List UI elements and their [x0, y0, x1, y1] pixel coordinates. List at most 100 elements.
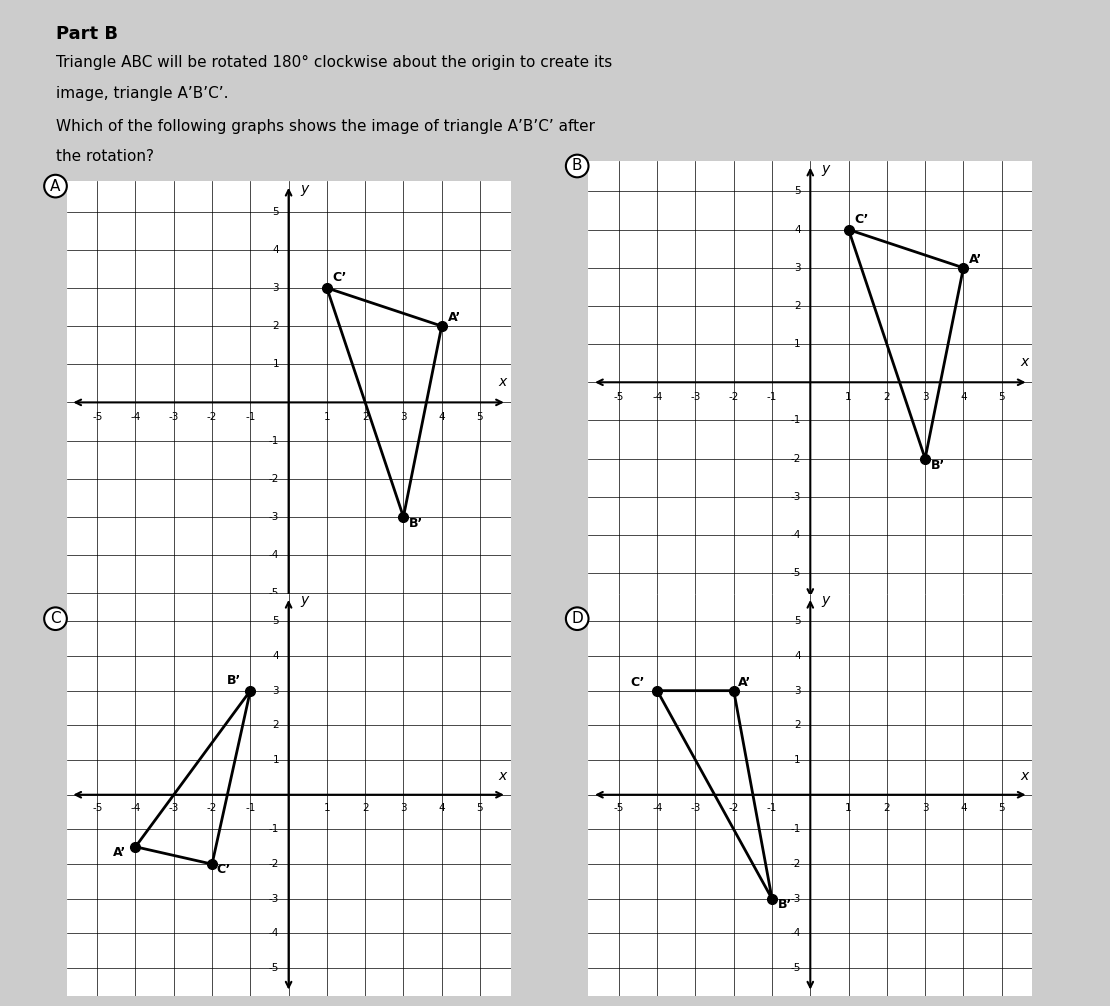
Text: -5: -5	[269, 963, 279, 973]
Text: -1: -1	[269, 436, 279, 446]
Text: 3: 3	[272, 283, 279, 293]
Text: -1: -1	[245, 804, 255, 814]
Text: -4: -4	[652, 391, 663, 401]
Text: 2: 2	[884, 391, 890, 401]
Text: 3: 3	[794, 686, 800, 696]
Text: 1: 1	[845, 391, 851, 401]
Text: 1: 1	[323, 804, 330, 814]
Text: 1: 1	[845, 804, 851, 814]
Text: -2: -2	[728, 391, 739, 401]
Text: -3: -3	[169, 411, 179, 422]
Text: -2: -2	[206, 804, 218, 814]
Text: 5: 5	[794, 617, 800, 627]
Text: 1: 1	[272, 756, 279, 765]
Text: -1: -1	[767, 804, 777, 814]
Text: -3: -3	[269, 893, 279, 903]
Text: Triangle ABC will be rotated 180° clockwise about the origin to create its: Triangle ABC will be rotated 180° clockw…	[56, 55, 612, 70]
Text: -5: -5	[269, 589, 279, 599]
Text: C’: C’	[630, 676, 645, 689]
Text: 4: 4	[960, 804, 967, 814]
Text: A’: A’	[112, 846, 125, 859]
Text: 2: 2	[362, 411, 369, 422]
Text: 5: 5	[476, 411, 483, 422]
Text: -1: -1	[269, 825, 279, 834]
Text: -2: -2	[728, 804, 739, 814]
Text: A’: A’	[447, 311, 461, 324]
Text: 2: 2	[272, 720, 279, 730]
Text: x: x	[1020, 355, 1029, 369]
Text: y: y	[300, 182, 309, 196]
Text: 3: 3	[794, 263, 800, 273]
Text: image, triangle A’B’C’.: image, triangle A’B’C’.	[56, 86, 228, 101]
Text: -4: -4	[790, 929, 800, 939]
Text: -3: -3	[690, 391, 700, 401]
Text: -2: -2	[790, 859, 800, 869]
Text: A: A	[50, 179, 61, 193]
Text: -4: -4	[130, 804, 141, 814]
Text: 5: 5	[794, 186, 800, 196]
Text: 3: 3	[921, 804, 928, 814]
Text: -4: -4	[652, 804, 663, 814]
Text: y: y	[821, 162, 830, 176]
Text: 5: 5	[476, 804, 483, 814]
Text: 1: 1	[272, 359, 279, 369]
Text: -4: -4	[790, 530, 800, 540]
Text: 4: 4	[794, 651, 800, 661]
Text: x: x	[1020, 769, 1029, 783]
Text: -1: -1	[790, 825, 800, 834]
Text: 5: 5	[998, 391, 1005, 401]
Text: 3: 3	[921, 391, 928, 401]
Text: 1: 1	[794, 756, 800, 765]
Text: 2: 2	[884, 804, 890, 814]
Text: -5: -5	[92, 411, 102, 422]
Text: x: x	[498, 375, 507, 389]
Text: 2: 2	[794, 301, 800, 311]
Text: C’: C’	[855, 213, 869, 225]
Text: 4: 4	[960, 391, 967, 401]
Text: A’: A’	[969, 253, 982, 266]
Text: C: C	[50, 612, 61, 626]
Text: -5: -5	[614, 804, 624, 814]
Text: 4: 4	[438, 804, 445, 814]
Text: -2: -2	[790, 454, 800, 464]
Text: 5: 5	[272, 206, 279, 216]
Text: B’: B’	[228, 674, 242, 687]
Text: -5: -5	[790, 963, 800, 973]
Text: y: y	[300, 594, 309, 608]
Text: A’: A’	[737, 676, 750, 689]
Text: -4: -4	[130, 411, 141, 422]
Text: B: B	[572, 159, 583, 173]
Text: -5: -5	[92, 804, 102, 814]
Text: 4: 4	[272, 651, 279, 661]
Text: 5: 5	[272, 617, 279, 627]
Text: -1: -1	[245, 411, 255, 422]
Text: -3: -3	[169, 804, 179, 814]
Text: 4: 4	[438, 411, 445, 422]
Text: -2: -2	[206, 411, 218, 422]
Text: -3: -3	[690, 804, 700, 814]
Text: -1: -1	[790, 415, 800, 426]
Text: B’: B’	[410, 517, 423, 530]
Text: -4: -4	[269, 929, 279, 939]
Text: 4: 4	[794, 224, 800, 234]
Text: B’: B’	[931, 459, 945, 472]
Text: 2: 2	[794, 720, 800, 730]
Text: 3: 3	[400, 804, 406, 814]
Text: 3: 3	[400, 411, 406, 422]
Text: 1: 1	[794, 339, 800, 349]
Text: -1: -1	[767, 391, 777, 401]
Text: -2: -2	[269, 859, 279, 869]
Text: -3: -3	[269, 512, 279, 522]
Text: D: D	[572, 612, 583, 626]
Text: C’: C’	[333, 271, 347, 284]
Text: 2: 2	[272, 321, 279, 331]
Text: -3: -3	[790, 893, 800, 903]
Text: the rotation?: the rotation?	[56, 149, 153, 164]
Text: 4: 4	[272, 244, 279, 255]
Text: -5: -5	[614, 391, 624, 401]
Text: 3: 3	[272, 686, 279, 696]
Text: -2: -2	[269, 474, 279, 484]
Text: x: x	[498, 769, 507, 783]
Text: Part B: Part B	[56, 25, 118, 43]
Text: -5: -5	[790, 568, 800, 578]
